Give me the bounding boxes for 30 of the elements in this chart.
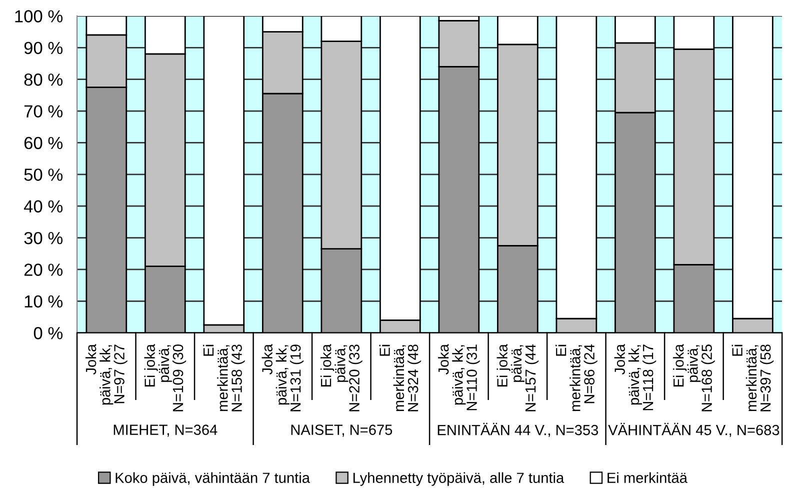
legend-label: Lyhennetty työpäivä, alle 7 tuntia <box>353 472 564 486</box>
text: MIEHET, N=364 <box>114 424 218 437</box>
x-tick-label: Ei merkintää, N=397 (58 <box>732 344 774 412</box>
y-tick-label: 40 % <box>24 200 63 213</box>
text: VÄHINTÄÄN 45 V., N=683 <box>608 422 780 437</box>
text: ENINTÄÄN 44 V., N=353 <box>438 422 598 437</box>
x-tick-label: Ei joka päivä, N=220 (33 <box>320 344 362 412</box>
text: NAISET, N=675 <box>291 424 392 437</box>
y-tick-label: 20 % <box>24 264 63 276</box>
x-tick-label: Ei joka päivä, N=168 (25 <box>673 344 715 412</box>
y-tick-label: 80 % <box>24 74 63 86</box>
x-tick-label: Joka päivä, kk, N=110 (31 <box>438 344 480 410</box>
x-tick-label: Ei joka päivä, N=109 (30 <box>144 344 186 412</box>
x-tick-label: Ei joka päivä, N=157 (44 <box>496 344 539 412</box>
x-tick-label: Ei merkintää, N=324 (48 <box>379 344 422 412</box>
x-tick-label: Ei merkintää, N=86 (24 <box>556 344 598 412</box>
y-tick-label: 60 % <box>24 136 63 150</box>
x-tick-label: Ei merkintää, N=158 (43 <box>202 344 245 412</box>
y-tick-label: 70 % <box>24 105 63 118</box>
y-tick-label: 100 % <box>15 10 63 22</box>
x-tick-label: Joka päivä, kk, N=97 (27 <box>85 344 128 405</box>
y-tick-label: 50 % <box>24 168 63 181</box>
legend-label: Koko päivä, vähintään 7 tuntia <box>116 472 310 486</box>
y-tick-label: 10 % <box>24 295 63 308</box>
x-tick-label: Joka päivä, kk, N=131 (19 <box>262 344 304 412</box>
legend-label: Ei merkintää <box>608 472 688 483</box>
y-tick-label: 0 % <box>34 327 63 340</box>
y-tick-label: 90 % <box>24 42 63 54</box>
x-tick-label: Joka päivä, kk, N=118 (17 <box>614 344 656 410</box>
y-tick-label: 30 % <box>24 232 63 244</box>
